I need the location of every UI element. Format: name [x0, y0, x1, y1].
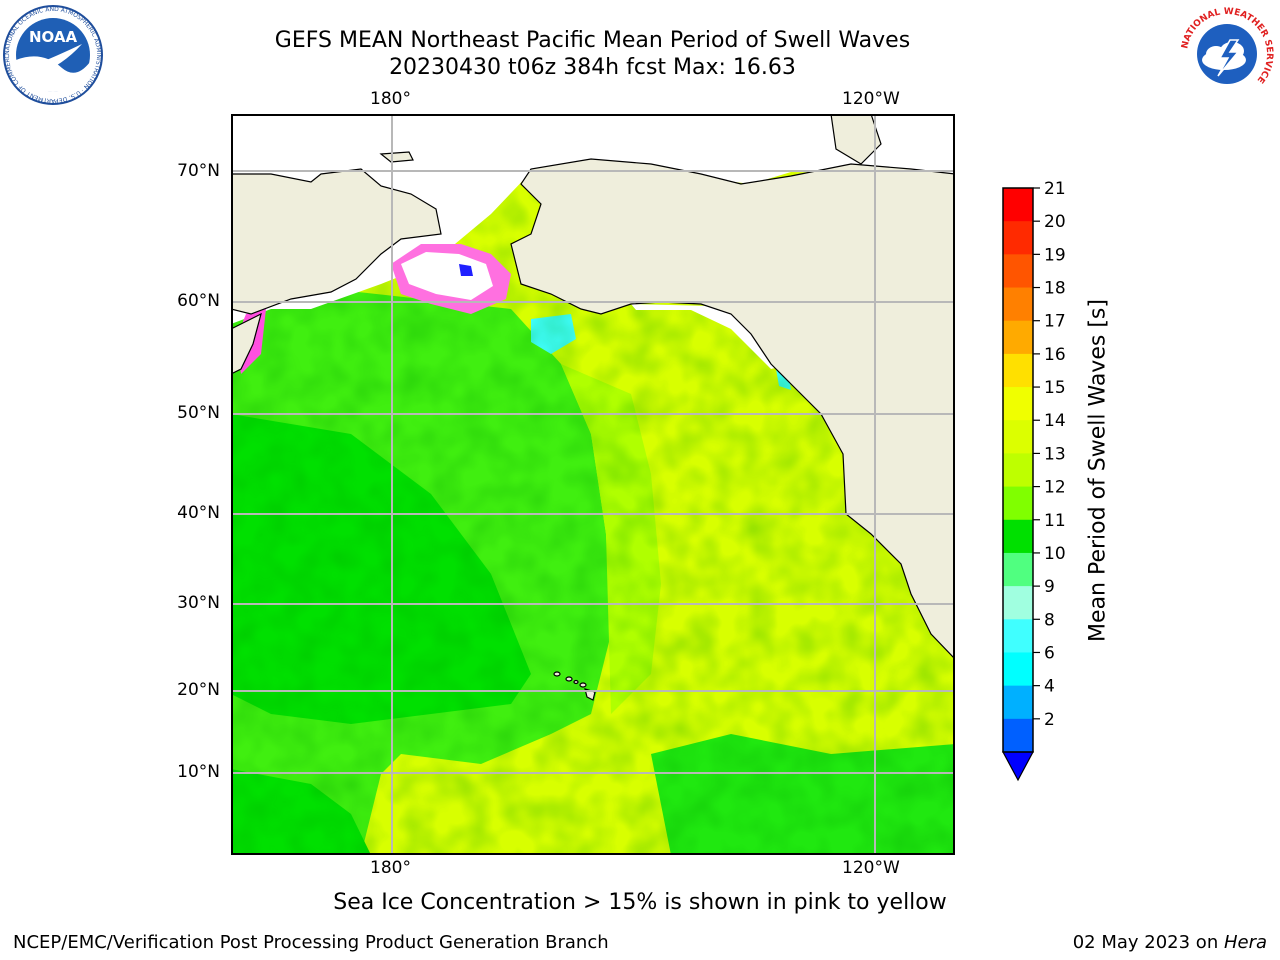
land-arctic-islands [830, 115, 882, 165]
colorbar-tick-label: 15 [1044, 378, 1066, 398]
land-wrangel-island [379, 151, 414, 163]
colorbar-tick-label: 4 [1044, 677, 1055, 697]
lat-tick-60n: 60°N [177, 291, 220, 311]
credits-date-text: 02 May 2023 on [1072, 932, 1224, 953]
colorbar-tick-label: 13 [1044, 444, 1066, 464]
nws-logo: NATIONAL WEATHER SERVICE [1180, 7, 1274, 100]
colorbar-tick-label: 12 [1044, 478, 1066, 498]
colorbar-tick-label: 17 [1044, 312, 1066, 332]
credits-host: Hera [1223, 932, 1267, 953]
top-tick-180: 180° [370, 89, 411, 109]
colorbar-swatch [1003, 387, 1033, 421]
noaa-logo: NATIONAL OCEANIC AND ATMOSPHERIC ADMINIS… [2, 4, 103, 105]
colorbar-extend-triangle [1001, 751, 1035, 782]
colorbar-swatch [1003, 552, 1033, 587]
colorbar-tick-label: 2 [1044, 710, 1055, 730]
colorbar-swatch [1003, 188, 1033, 222]
chart-title: GEFS MEAN Northeast Pacific Mean Period … [274, 28, 911, 53]
lat-tick-40n: 40°N [177, 503, 220, 523]
lat-tick-50n: 50°N [177, 403, 220, 423]
sea-ice-footnote: Sea Ice Concentration > 15% is shown in … [333, 890, 947, 915]
colorbar-label: Mean Period of Swell Waves [s] [1085, 299, 1111, 642]
colorbar-swatch [1003, 254, 1033, 289]
colorbar-swatch [1003, 718, 1033, 753]
colorbar-swatch [1003, 453, 1033, 488]
colorbar-tick-label: 18 [1044, 279, 1066, 299]
colorbar-swatch [1003, 652, 1033, 687]
land-chukotka [232, 168, 442, 315]
colorbar-swatch [1003, 320, 1033, 355]
colorbar-tick-label: 6 [1044, 643, 1055, 663]
noaa-logo-text: NOAA [29, 28, 78, 46]
lat-tick-30n: 30°N [177, 593, 220, 613]
swell-period-map [231, 114, 955, 855]
lat-tick-20n: 20°N [177, 680, 220, 700]
colorbar-tick-label: 8 [1044, 610, 1055, 630]
bottom-tick-120w: 120°W [842, 858, 900, 878]
colorbar-tick-label: 10 [1044, 544, 1066, 564]
colorbar-swatch [1003, 685, 1033, 720]
colorbar-swatch [1003, 619, 1033, 653]
colorbar-swatch [1003, 420, 1033, 454]
lat-tick-10n: 10°N [177, 762, 220, 782]
credits-organization: NCEP/EMC/Verification Post Processing Pr… [13, 932, 609, 953]
colorbar: 21 20 19 18 17 16 15 14 13 12 11 10 9 8 6 4 2 [1001, 180, 1066, 782]
colorbar-swatch [1003, 486, 1033, 521]
colorbar-swatch [1003, 221, 1033, 255]
colorbar-tick-label: 21 [1044, 180, 1066, 199]
graticule [232, 115, 954, 854]
colorbar-swatch [1003, 353, 1033, 388]
colorbar-tick-label: 20 [1044, 212, 1066, 232]
colorbar-swatch [1003, 519, 1033, 554]
credits-date: 02 May 2023 on Hera [1073, 932, 1267, 953]
colorbar-tick-label: 11 [1044, 511, 1066, 531]
top-tick-120w: 120°W [842, 89, 900, 109]
colorbar-tick-label: 19 [1044, 245, 1066, 265]
bottom-tick-180: 180° [370, 858, 411, 878]
lat-tick-70n: 70°N [177, 161, 220, 181]
colorbar-swatch [1003, 586, 1033, 620]
colorbar-swatch [1003, 287, 1033, 322]
chart-subtitle: 20230430 t06z 384h fcst Max: 16.63 [389, 55, 796, 80]
land-kamchatka [232, 312, 262, 375]
colorbar-tick-label: 16 [1044, 345, 1066, 365]
colorbar-tick-label: 14 [1044, 411, 1066, 431]
colorbar-tick-label: 9 [1044, 577, 1055, 597]
